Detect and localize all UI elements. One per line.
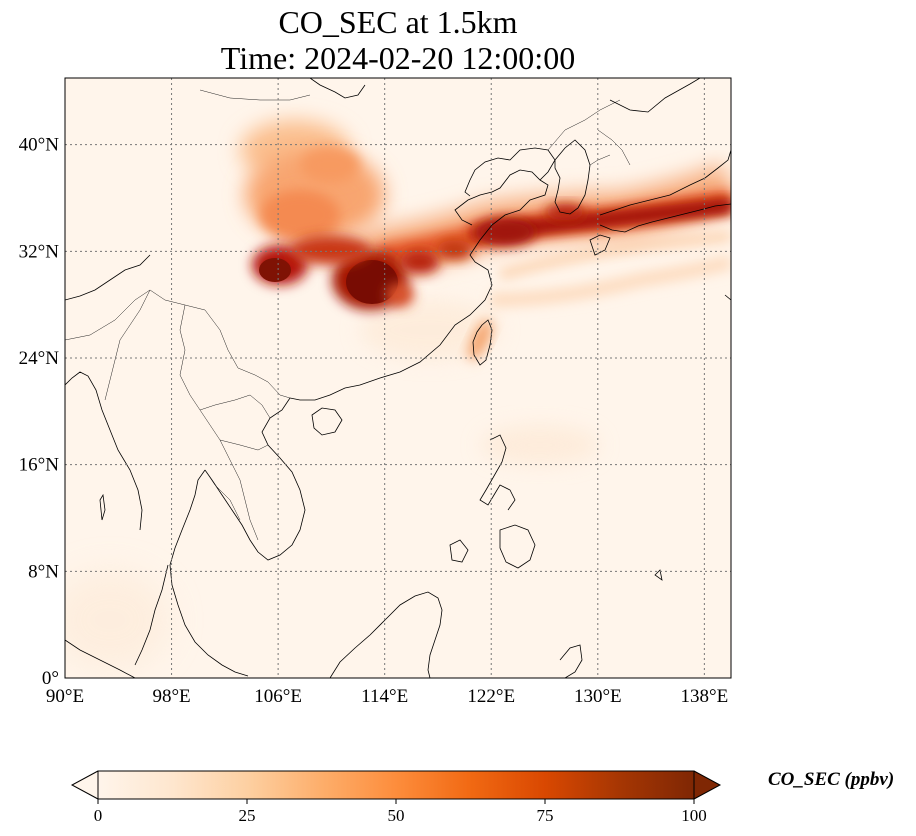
- plot-frame: [64, 77, 732, 679]
- map-subtitle: Time: 2024-02-20 12:00:00: [220, 40, 576, 76]
- colorbar-label: CO_SEC (ppbv): [768, 769, 895, 790]
- lat-tick-label: 32°N: [19, 241, 60, 262]
- colorbar-tick-label: 100: [681, 806, 707, 825]
- lat-tick-label: 16°N: [19, 455, 60, 476]
- lat-tick-label: 0°: [42, 668, 59, 689]
- colorbar: 0 25 50 75 100: [70, 770, 722, 825]
- colorbar-tick-label: 25: [239, 806, 256, 825]
- colorbar-body: [98, 771, 694, 799]
- gridlines: [65, 78, 731, 678]
- co-concentration-field: [65, 120, 731, 670]
- lon-tick-label: 114°E: [361, 686, 408, 707]
- lat-tick-label: 40°N: [19, 135, 60, 156]
- colorbar-extend-high: [693, 770, 722, 800]
- country-borders: [65, 89, 631, 541]
- colorbar-tick-label: 0: [94, 806, 103, 825]
- latitude-tick-labels: 0° 8°N 16°N 24°N 32°N 40°N: [19, 135, 60, 689]
- lon-tick-label: 98°E: [152, 686, 190, 707]
- colorbar-ticks: 0 25 50 75 100: [94, 799, 707, 825]
- longitude-tick-labels: 90°E 98°E 106°E 114°E 122°E 130°E 138°E: [46, 686, 728, 707]
- colorbar-tick-label: 50: [388, 806, 405, 825]
- colorbar-extend-low: [70, 770, 99, 800]
- lat-tick-label: 24°N: [19, 348, 60, 369]
- colorbar-tick-label: 75: [537, 806, 554, 825]
- lon-tick-label: 130°E: [574, 686, 622, 707]
- lon-tick-label: 138°E: [681, 686, 729, 707]
- lat-tick-label: 8°N: [28, 561, 59, 582]
- lon-tick-label: 106°E: [254, 686, 302, 707]
- coastlines: [65, 78, 731, 678]
- lon-tick-label: 90°E: [46, 686, 84, 707]
- plot-background: [65, 78, 731, 678]
- lon-tick-label: 122°E: [467, 686, 515, 707]
- map-title: CO_SEC at 1.5km: [278, 4, 518, 40]
